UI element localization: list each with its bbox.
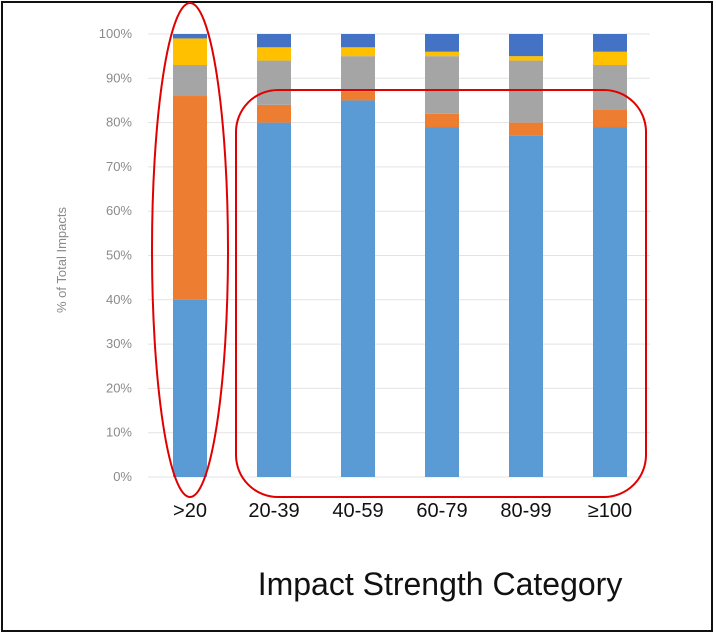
x-tick-label: 40-59 [332, 500, 383, 522]
bar-segment-3 [509, 60, 543, 123]
y-axis-label: % of Total Impacts [54, 207, 69, 313]
bar-segment-3 [425, 56, 459, 114]
bar-segment-1 [509, 135, 543, 477]
bar-segment-4 [425, 51, 459, 57]
bar-segment-2 [341, 91, 375, 101]
bar-segment-2 [173, 96, 207, 300]
bar-segment-4 [257, 47, 291, 61]
bar-segment-1 [341, 100, 375, 477]
bar-segment-3 [593, 65, 627, 110]
bar-segment-4 [341, 47, 375, 57]
bar-segment-5 [425, 34, 459, 52]
bar-segment-5 [341, 34, 375, 48]
gridlines [148, 33, 650, 478]
bar-segment-5 [173, 34, 207, 39]
highlight-ellipse [151, 2, 229, 498]
bar-segment-1 [257, 122, 291, 477]
y-tick-label: 100% [99, 26, 133, 41]
x-tick-labels: >20 20-39 40-59 60-79 80-99 ≥100 [173, 500, 632, 522]
y-tick-label: 10% [106, 425, 132, 440]
bar-segment-2 [593, 109, 627, 128]
bar-segment-2 [509, 122, 543, 136]
y-tick-label: 50% [106, 248, 132, 263]
x-tick-label: 20-39 [248, 500, 299, 522]
y-tick-label: 0% [113, 469, 132, 484]
x-tick-label: 80-99 [500, 500, 551, 522]
highlight-rounded-rect [235, 89, 647, 498]
y-tick-label: 20% [106, 380, 132, 395]
bar-segment-1 [593, 127, 627, 477]
y-tick-label: 80% [106, 115, 132, 130]
bar-segment-1 [173, 299, 207, 477]
x-tick-label: 60-79 [416, 500, 467, 522]
bar-segment-3 [173, 65, 207, 97]
bar-segment-4 [173, 38, 207, 66]
highlight-annotations [151, 2, 647, 498]
y-tick-label: 60% [106, 203, 132, 218]
y-tick-label: 40% [106, 292, 132, 307]
y-tick-label: 70% [106, 159, 132, 174]
bar-segment-5 [257, 34, 291, 48]
bar-segment-4 [593, 51, 627, 66]
y-tick-labels: 0% 10% 20% 30% 40% 50% 60% 70% 80% 90% 100% [99, 26, 133, 484]
bar-segment-1 [425, 127, 459, 477]
x-axis-label: Impact Strength Category [258, 566, 623, 602]
y-tick-label: 90% [106, 70, 132, 85]
bar-segment-2 [257, 104, 291, 123]
bar-segment-5 [593, 34, 627, 52]
x-tick-label: >20 [173, 500, 207, 522]
bar-segment-2 [425, 113, 459, 128]
y-tick-label: 30% [106, 336, 132, 351]
bars [173, 34, 627, 477]
bar-segment-5 [509, 34, 543, 57]
bar-segment-3 [341, 56, 375, 92]
bar-segment-4 [509, 56, 543, 61]
bar-segment-3 [257, 60, 291, 105]
x-tick-label: ≥100 [588, 500, 632, 522]
